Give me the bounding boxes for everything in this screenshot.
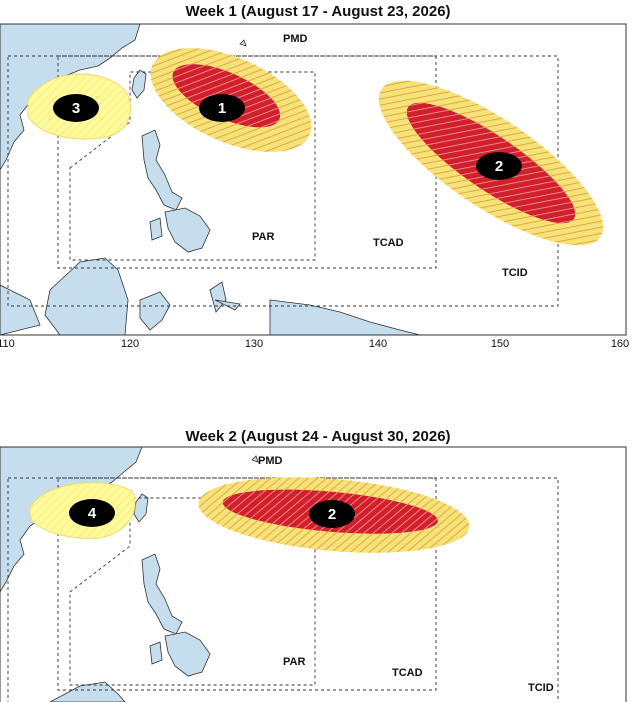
tcad-label: TCAD [373, 237, 404, 249]
week1-map: 3 1 2 PMD PAR TCAD TCID 110 120 130 140 … [0, 23, 629, 350]
area-2-label-week2: 2 [328, 506, 336, 523]
week2-panel: Week 2 (August 24 - August 30, 2026) [0, 420, 636, 702]
tcid-boundary-week2 [7, 477, 559, 702]
area-2-label: 2 [495, 158, 503, 175]
par-label-week2: PAR [283, 656, 305, 668]
par-label: PAR [252, 231, 274, 243]
area-marker-4: 4 [69, 499, 115, 527]
area-3-label: 3 [72, 100, 80, 117]
land-masses-week2 [0, 447, 259, 702]
tick-130: 130 [245, 338, 263, 350]
tcad-label-week2: TCAD [392, 667, 423, 679]
week1-frame [0, 23, 627, 336]
area-marker-2: 2 [476, 152, 522, 180]
area-4-label: 4 [88, 505, 97, 522]
tick-160: 160 [611, 338, 629, 350]
week2-frame [0, 446, 627, 702]
pmd-label: PMD [283, 33, 308, 45]
tick-110: 110 [0, 338, 15, 350]
week2-title: Week 2 (August 24 - August 30, 2026) [185, 428, 451, 445]
pmd-label-week2: PMD [258, 455, 283, 467]
area-1-label: 1 [218, 100, 226, 117]
tcid-label: TCID [502, 267, 528, 279]
tcad-boundary-week2 [57, 477, 437, 691]
week1-title: Week 1 (August 17 - August 23, 2026) [185, 3, 451, 20]
tick-150: 150 [491, 338, 509, 350]
x-axis-ticks: 110 120 130 140 150 160 [0, 338, 629, 350]
land-masses [0, 24, 421, 335]
area-marker-3: 3 [53, 94, 99, 122]
week2-map: 4 2 PMD PAR TCAD TCID [0, 446, 627, 702]
tick-140: 140 [369, 338, 387, 350]
area-marker-2-week2: 2 [309, 500, 355, 528]
tcid-label-week2: TCID [528, 682, 554, 694]
tick-120: 120 [121, 338, 139, 350]
week1-panel: Week 1 (August 17 - August 23, 2026) [0, 0, 636, 350]
area-marker-1: 1 [199, 94, 245, 122]
tcad-boundary [57, 55, 437, 269]
